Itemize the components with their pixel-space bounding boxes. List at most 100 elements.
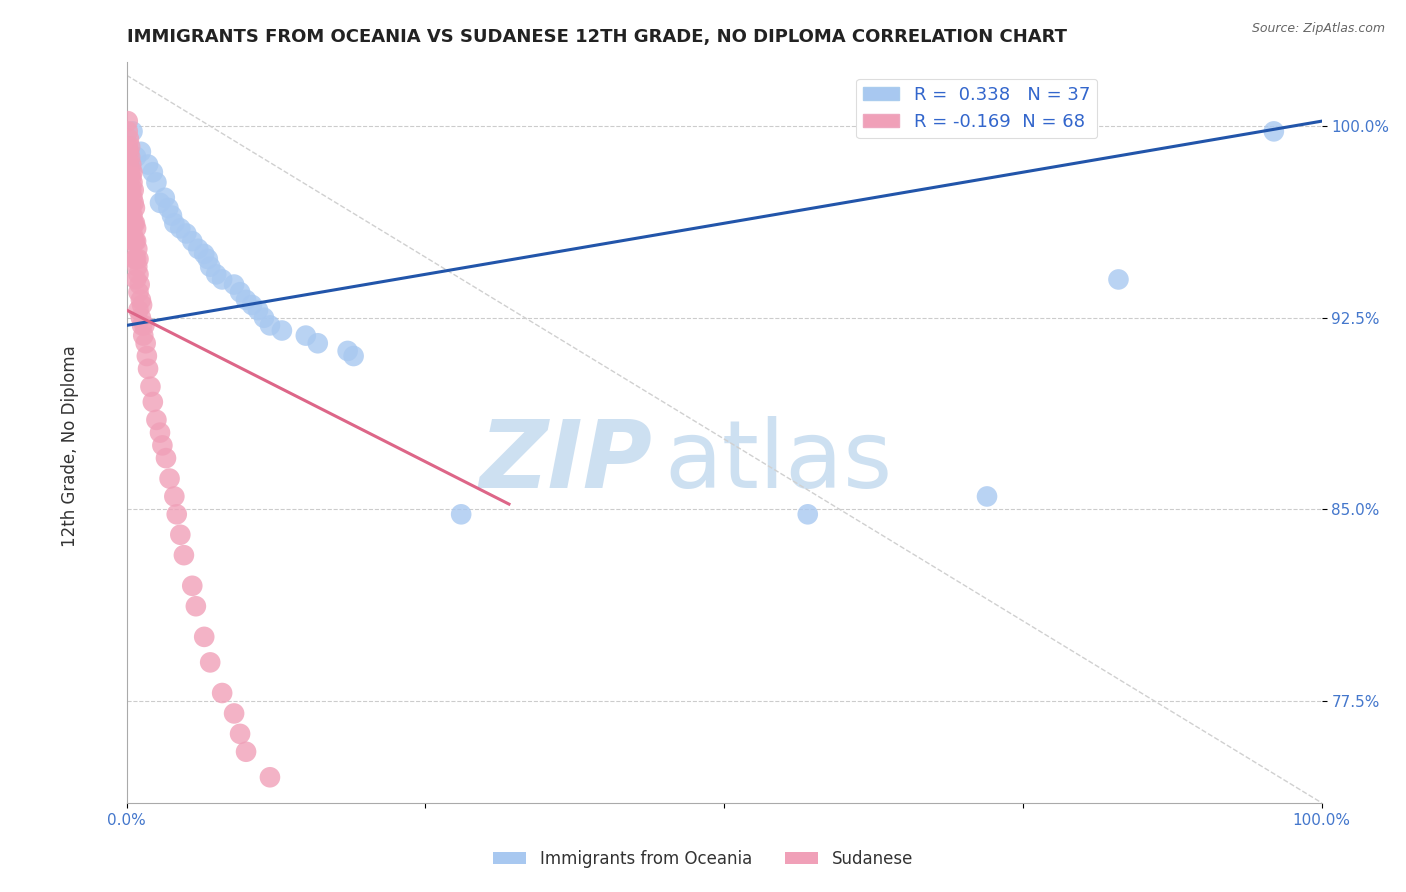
Point bbox=[136, 361, 159, 376]
Point bbox=[222, 277, 246, 292]
Point bbox=[142, 165, 165, 179]
Text: 12th Grade, No Diploma: 12th Grade, No Diploma bbox=[62, 345, 79, 547]
Point bbox=[120, 165, 142, 179]
Point bbox=[270, 324, 294, 338]
Point bbox=[128, 277, 150, 292]
Point bbox=[131, 298, 153, 312]
Point bbox=[247, 303, 270, 318]
Point bbox=[131, 318, 153, 333]
Point bbox=[124, 201, 146, 215]
Point bbox=[240, 298, 263, 312]
Point bbox=[122, 195, 145, 210]
Point bbox=[122, 216, 145, 230]
Point bbox=[135, 349, 157, 363]
Point bbox=[259, 318, 281, 333]
Point bbox=[118, 170, 141, 185]
Point bbox=[450, 508, 472, 522]
Point bbox=[157, 201, 180, 215]
Point bbox=[121, 209, 143, 223]
Point bbox=[120, 183, 142, 197]
Point bbox=[160, 209, 183, 223]
Point bbox=[235, 293, 257, 307]
Point bbox=[163, 216, 186, 230]
Point bbox=[127, 242, 149, 256]
Point bbox=[796, 508, 818, 522]
Point bbox=[235, 745, 257, 759]
Point bbox=[129, 145, 152, 159]
Point bbox=[211, 686, 233, 700]
Point bbox=[124, 216, 146, 230]
Point bbox=[145, 176, 167, 190]
Point bbox=[193, 630, 215, 644]
Text: atlas: atlas bbox=[664, 417, 893, 508]
Point bbox=[125, 234, 148, 248]
Point bbox=[121, 165, 143, 179]
Text: ZIP: ZIP bbox=[479, 417, 652, 508]
Point bbox=[200, 260, 222, 274]
Point bbox=[121, 176, 143, 190]
Text: IMMIGRANTS FROM OCEANIA VS SUDANESE 12TH GRADE, NO DIPLOMA CORRELATION CHART: IMMIGRANTS FROM OCEANIA VS SUDANESE 12TH… bbox=[127, 28, 1067, 45]
Point bbox=[129, 310, 152, 325]
Point bbox=[150, 438, 174, 452]
Point bbox=[169, 221, 191, 235]
Point bbox=[120, 170, 142, 185]
Point bbox=[145, 413, 167, 427]
Point bbox=[121, 124, 143, 138]
Point bbox=[118, 132, 141, 146]
Text: Source: ZipAtlas.com: Source: ZipAtlas.com bbox=[1251, 22, 1385, 36]
Point bbox=[187, 242, 209, 256]
Point bbox=[336, 343, 359, 358]
Point bbox=[184, 599, 207, 614]
Point bbox=[200, 656, 222, 670]
Point bbox=[222, 706, 246, 721]
Point bbox=[117, 139, 139, 153]
Point bbox=[122, 234, 145, 248]
Point bbox=[142, 395, 165, 409]
Point bbox=[120, 139, 142, 153]
Point bbox=[120, 150, 142, 164]
Point bbox=[121, 227, 143, 241]
Point bbox=[173, 548, 195, 562]
Point bbox=[118, 157, 141, 171]
Point bbox=[159, 472, 181, 486]
Point bbox=[122, 183, 145, 197]
Point bbox=[976, 490, 998, 504]
Point bbox=[1263, 124, 1285, 138]
Point bbox=[125, 272, 148, 286]
Legend: R =  0.338   N = 37, R = -0.169  N = 68: R = 0.338 N = 37, R = -0.169 N = 68 bbox=[856, 78, 1098, 138]
Point bbox=[127, 268, 149, 282]
Point bbox=[259, 770, 281, 784]
Point bbox=[155, 451, 177, 466]
Point bbox=[193, 247, 215, 261]
Point bbox=[169, 527, 191, 541]
Point bbox=[149, 195, 172, 210]
Point bbox=[205, 268, 228, 282]
Point bbox=[127, 303, 149, 318]
Point bbox=[127, 260, 149, 274]
Point bbox=[125, 221, 148, 235]
Point bbox=[117, 114, 139, 128]
Point bbox=[181, 579, 204, 593]
Legend: Immigrants from Oceania, Sudanese: Immigrants from Oceania, Sudanese bbox=[486, 844, 920, 875]
Point bbox=[120, 157, 142, 171]
Point bbox=[124, 252, 146, 266]
Point bbox=[136, 157, 159, 171]
Point bbox=[166, 508, 188, 522]
Point bbox=[117, 124, 139, 138]
Point bbox=[127, 285, 149, 300]
Point bbox=[211, 272, 233, 286]
Point bbox=[197, 252, 219, 266]
Point bbox=[153, 191, 176, 205]
Point bbox=[129, 293, 152, 307]
Point bbox=[121, 191, 143, 205]
Point bbox=[229, 285, 252, 300]
Point bbox=[124, 234, 146, 248]
Point bbox=[163, 490, 186, 504]
Point bbox=[174, 227, 197, 241]
Point bbox=[181, 234, 204, 248]
Point bbox=[118, 145, 141, 159]
Point bbox=[294, 328, 316, 343]
Point bbox=[139, 379, 162, 393]
Point bbox=[125, 150, 148, 164]
Point bbox=[135, 336, 157, 351]
